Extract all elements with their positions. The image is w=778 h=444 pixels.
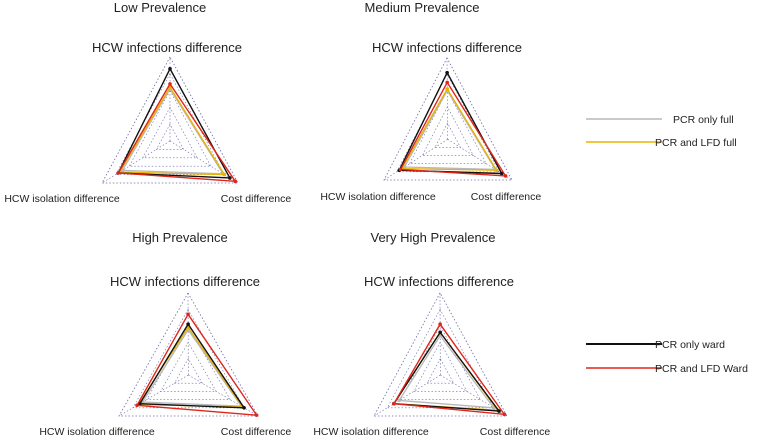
radar-grid-ring — [147, 326, 230, 400]
radar-point — [135, 404, 139, 408]
radar-point — [504, 174, 508, 178]
radar-series-pcr-only-full — [399, 336, 493, 408]
radar-point — [399, 168, 403, 172]
legend-label-pcr-lfd-ward: PCR and LFD Ward — [655, 363, 748, 375]
radar-point — [168, 67, 172, 71]
radar-panel-medium-prevalence: Medium Prevalence HCW infections differe… — [320, 0, 541, 203]
radar-point — [233, 180, 237, 184]
radar-series-pcr-only-full — [404, 91, 495, 170]
radar-point — [503, 413, 507, 417]
radar-point — [186, 322, 190, 326]
axis-label-right: Cost difference — [221, 426, 292, 438]
radar-series-group — [135, 313, 258, 417]
radar-grid-spoke — [447, 58, 448, 139]
panel-title: Low Prevalence — [114, 0, 207, 15]
radar-point — [392, 402, 396, 406]
radar-grid — [374, 293, 507, 416]
radar-panel-low-prevalence: Low Prevalence HCW infections difference… — [4, 0, 291, 205]
radar-series-pcr-only-full — [122, 89, 223, 174]
radar-series-pcr-only-ward — [140, 324, 244, 408]
radar-point — [445, 71, 449, 75]
radar-point — [228, 176, 232, 180]
axis-label-right: Cost difference — [480, 426, 551, 438]
radar-series-pcr-and-lfd-ward — [401, 82, 506, 176]
axis-label-right: Cost difference — [471, 191, 542, 203]
axis-label-top: HCW infections difference — [110, 274, 260, 289]
radar-series-pcr-and-lfd-full — [120, 87, 225, 174]
axis-label-top: HCW infections difference — [92, 40, 242, 55]
panel-title: High Prevalence — [132, 230, 227, 245]
radar-series-group — [117, 67, 238, 183]
radar-point — [242, 406, 246, 410]
legend-top: PCR only full PCR and LFD full — [586, 114, 737, 149]
axis-label-left: HCW isolation difference — [39, 426, 155, 438]
radar-series-group — [397, 71, 507, 178]
axis-label-top: HCW infections difference — [372, 40, 522, 55]
radar-grid-ring — [374, 293, 507, 416]
radar-point — [495, 168, 499, 172]
axis-label-top: HCW infections difference — [364, 274, 514, 289]
radar-point — [186, 313, 190, 317]
radar-point — [438, 331, 442, 335]
radar-point — [438, 322, 442, 326]
radar-point — [255, 413, 259, 417]
radar-panel-high-prevalence: High Prevalence HCW infections differenc… — [39, 230, 291, 438]
panel-title: Medium Prevalence — [365, 0, 480, 15]
radar-point — [445, 81, 449, 85]
axis-label-right: Cost difference — [221, 193, 292, 205]
legend-bottom: PCR only ward PCR and LFD Ward — [586, 339, 748, 375]
radar-series-group — [392, 322, 506, 416]
radar-point — [117, 171, 121, 175]
radar-point — [445, 87, 449, 91]
radar-panel-very-high-prevalence: Very High Prevalence HCW infections diff… — [313, 230, 550, 438]
radar-series-pcr-and-lfd-full — [402, 89, 497, 170]
radar-point — [168, 82, 172, 86]
axis-label-left: HCW isolation difference — [4, 193, 120, 205]
radar-point — [223, 173, 227, 177]
panel-title: Very High Prevalence — [370, 230, 495, 245]
legend-label-pcr-only-ward: PCR only ward — [655, 339, 725, 351]
legend-label-pcr-lfd-full: PCR and LFD full — [655, 137, 737, 149]
axis-label-left: HCW isolation difference — [313, 426, 429, 438]
legend-label-pcr-only-full: PCR only full — [673, 114, 734, 126]
axis-label-left: HCW isolation difference — [320, 191, 436, 203]
radar-series-pcr-only-ward — [118, 69, 230, 178]
radar-point — [397, 399, 401, 403]
